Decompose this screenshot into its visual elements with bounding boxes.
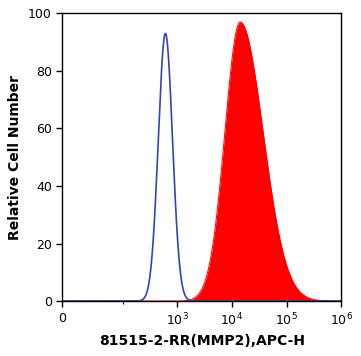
Y-axis label: Relative Cell Number: Relative Cell Number <box>8 75 22 240</box>
X-axis label: 81515-2-RR(MMP2),APC-H: 81515-2-RR(MMP2),APC-H <box>99 334 305 348</box>
